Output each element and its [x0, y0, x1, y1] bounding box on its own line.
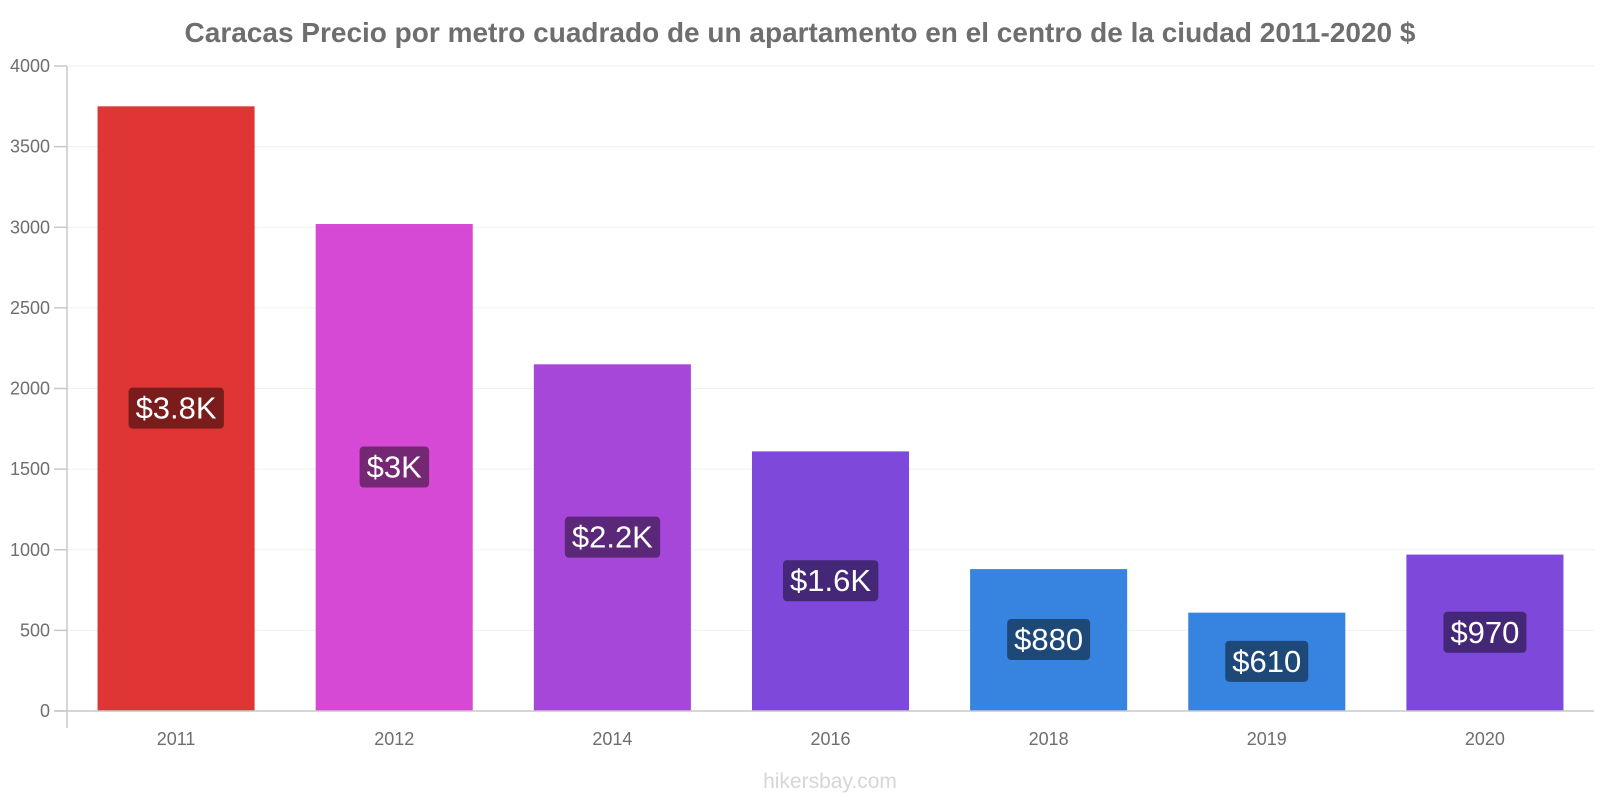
- data-labels: $3.8K $3K $2.2K $1.6K $880 $610 $970: [128, 387, 1527, 682]
- x-tick-label: 2019: [1247, 729, 1287, 749]
- data-label: $970: [1450, 615, 1519, 650]
- data-label: $880: [1014, 622, 1083, 657]
- data-label-background: [1007, 619, 1091, 661]
- y-tick-label: 0: [40, 701, 50, 721]
- y-axis-ticks: 0 500 1000 1500 2000 2500 3000 3500 4000: [10, 56, 67, 721]
- y-tick-label: 3500: [10, 137, 50, 157]
- data-label-group: $1.6K: [782, 560, 879, 602]
- data-label: $3K: [367, 450, 422, 485]
- data-label-background: [782, 560, 879, 602]
- y-tick-label: 1500: [10, 459, 50, 479]
- y-tick-label: 2500: [10, 298, 50, 318]
- data-label: $610: [1232, 644, 1301, 679]
- x-tick-label: 2011: [157, 729, 196, 749]
- data-label-group: $3K: [359, 446, 430, 488]
- x-axis-ticks: 2011 2012 2014 2016 2018 2019 2020: [157, 729, 1505, 749]
- data-label-group: $3.8K: [128, 387, 224, 429]
- data-label: $1.6K: [790, 563, 871, 598]
- data-label-group: $970: [1443, 611, 1527, 653]
- x-tick-label: 2012: [374, 729, 414, 749]
- bars: [97, 106, 1564, 711]
- y-tick-label: 4000: [10, 56, 50, 76]
- data-label-background: [1443, 611, 1527, 653]
- chart-title: Caracas Precio por metro cuadrado de un …: [185, 17, 1416, 48]
- y-tick-label: 3000: [10, 217, 50, 237]
- y-tick-label: 2000: [10, 379, 50, 399]
- y-tick-label: 500: [20, 620, 50, 640]
- data-label-group: $2.2K: [564, 516, 661, 558]
- data-label-background: [564, 516, 661, 558]
- x-tick-label: 2020: [1465, 729, 1505, 749]
- y-tick-label: 1000: [10, 540, 50, 560]
- data-label: $2.2K: [572, 520, 653, 555]
- data-label: $3.8K: [136, 391, 217, 426]
- x-tick-label: 2018: [1029, 729, 1069, 749]
- x-tick-label: 2014: [592, 729, 632, 749]
- data-label-background: [1225, 640, 1309, 682]
- x-tick-label: 2016: [810, 729, 850, 749]
- data-label-group: $880: [1007, 619, 1091, 661]
- data-label-background: [128, 387, 224, 429]
- data-label-group: $610: [1225, 640, 1309, 682]
- data-label-background: [359, 446, 430, 488]
- watermark: hikersbay.com: [763, 770, 897, 793]
